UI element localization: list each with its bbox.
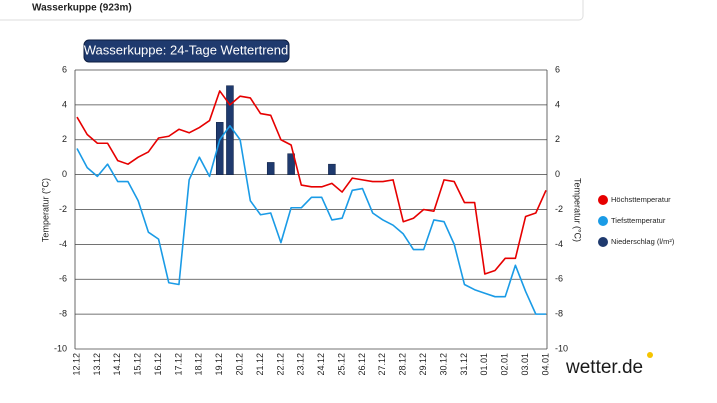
x-tick-label: 24.12 <box>316 353 326 376</box>
x-tick-label: 31.12 <box>459 353 469 376</box>
y2-tick-label: -4 <box>555 239 563 249</box>
y-axis-label: Temperatur (°C) <box>40 178 50 242</box>
x-tick-label: 01.01 <box>479 353 489 376</box>
legend-label: Tiefsttemperatur <box>611 216 666 225</box>
legend-marker <box>598 237 608 247</box>
y2-axis-label: Temperatur (°C) <box>573 178 583 242</box>
line <box>76 125 546 315</box>
x-tick-label: 03.01 <box>520 353 530 376</box>
x-tick-label: 02.01 <box>500 353 510 376</box>
x-tick-label: 18.12 <box>194 353 204 376</box>
logo: wetter.de <box>565 357 643 378</box>
header-title: Wasserkuppe (923m) <box>32 3 132 14</box>
legend-marker <box>598 216 608 226</box>
x-tick-label: 22.12 <box>275 353 285 376</box>
x-tick-label: 26.12 <box>357 353 367 376</box>
line <box>76 90 547 275</box>
x-tick-label: 27.12 <box>377 353 387 376</box>
y-tick-label: -8 <box>59 309 67 319</box>
y2-tick-label: 2 <box>555 134 560 144</box>
x-tick-label: 04.01 <box>540 353 550 376</box>
bar <box>287 153 295 175</box>
y-tick-label: 6 <box>62 64 67 74</box>
x-tick-label: 19.12 <box>214 353 224 376</box>
title-badge <box>83 39 290 63</box>
bar <box>215 122 224 175</box>
y-tick-label: 4 <box>62 99 67 109</box>
y2-tick-label: 0 <box>555 169 560 179</box>
header-card <box>0 0 584 21</box>
y-tick-label: 2 <box>62 134 67 144</box>
y-tick-label: -4 <box>59 239 67 249</box>
x-tick-label: 17.12 <box>173 353 183 376</box>
chart-title: Wasserkuppe: 24-Tage Wettertrend <box>84 42 289 57</box>
x-tick-label: 25.12 <box>336 353 346 376</box>
x-tick-label: 14.12 <box>112 353 122 376</box>
x-tick-label: 15.12 <box>133 353 143 376</box>
legend-label: Niederschlag (l/m²) <box>611 237 675 246</box>
y2-tick-label: -6 <box>555 274 563 284</box>
legend-marker <box>598 195 608 205</box>
y2-tick-label: -10 <box>555 343 568 353</box>
x-tick-label: 23.12 <box>296 353 306 376</box>
y2-tick-label: 6 <box>555 64 560 74</box>
x-tick-label: 12.12 <box>71 353 81 376</box>
y-tick-label: -10 <box>54 343 67 353</box>
x-tick-label: 21.12 <box>255 353 265 376</box>
x-tick-label: 30.12 <box>438 353 448 376</box>
x-tick-label: 20.12 <box>235 353 245 376</box>
bar <box>266 162 275 175</box>
x-tick-label: 13.12 <box>92 353 102 376</box>
y-tick-label: 0 <box>62 169 67 179</box>
y-tick-label: -2 <box>59 204 67 214</box>
y2-tick-label: 4 <box>555 99 560 109</box>
y2-tick-label: -2 <box>555 204 563 214</box>
x-tick-label: 29.12 <box>418 353 428 376</box>
legend-label: Höchsttemperatur <box>611 195 671 204</box>
bar <box>328 163 336 175</box>
logo-dot <box>647 352 653 358</box>
x-tick-label: 16.12 <box>153 353 163 376</box>
y2-tick-label: -8 <box>555 309 563 319</box>
y-tick-label: -6 <box>59 274 67 284</box>
x-tick-label: 28.12 <box>398 353 408 376</box>
